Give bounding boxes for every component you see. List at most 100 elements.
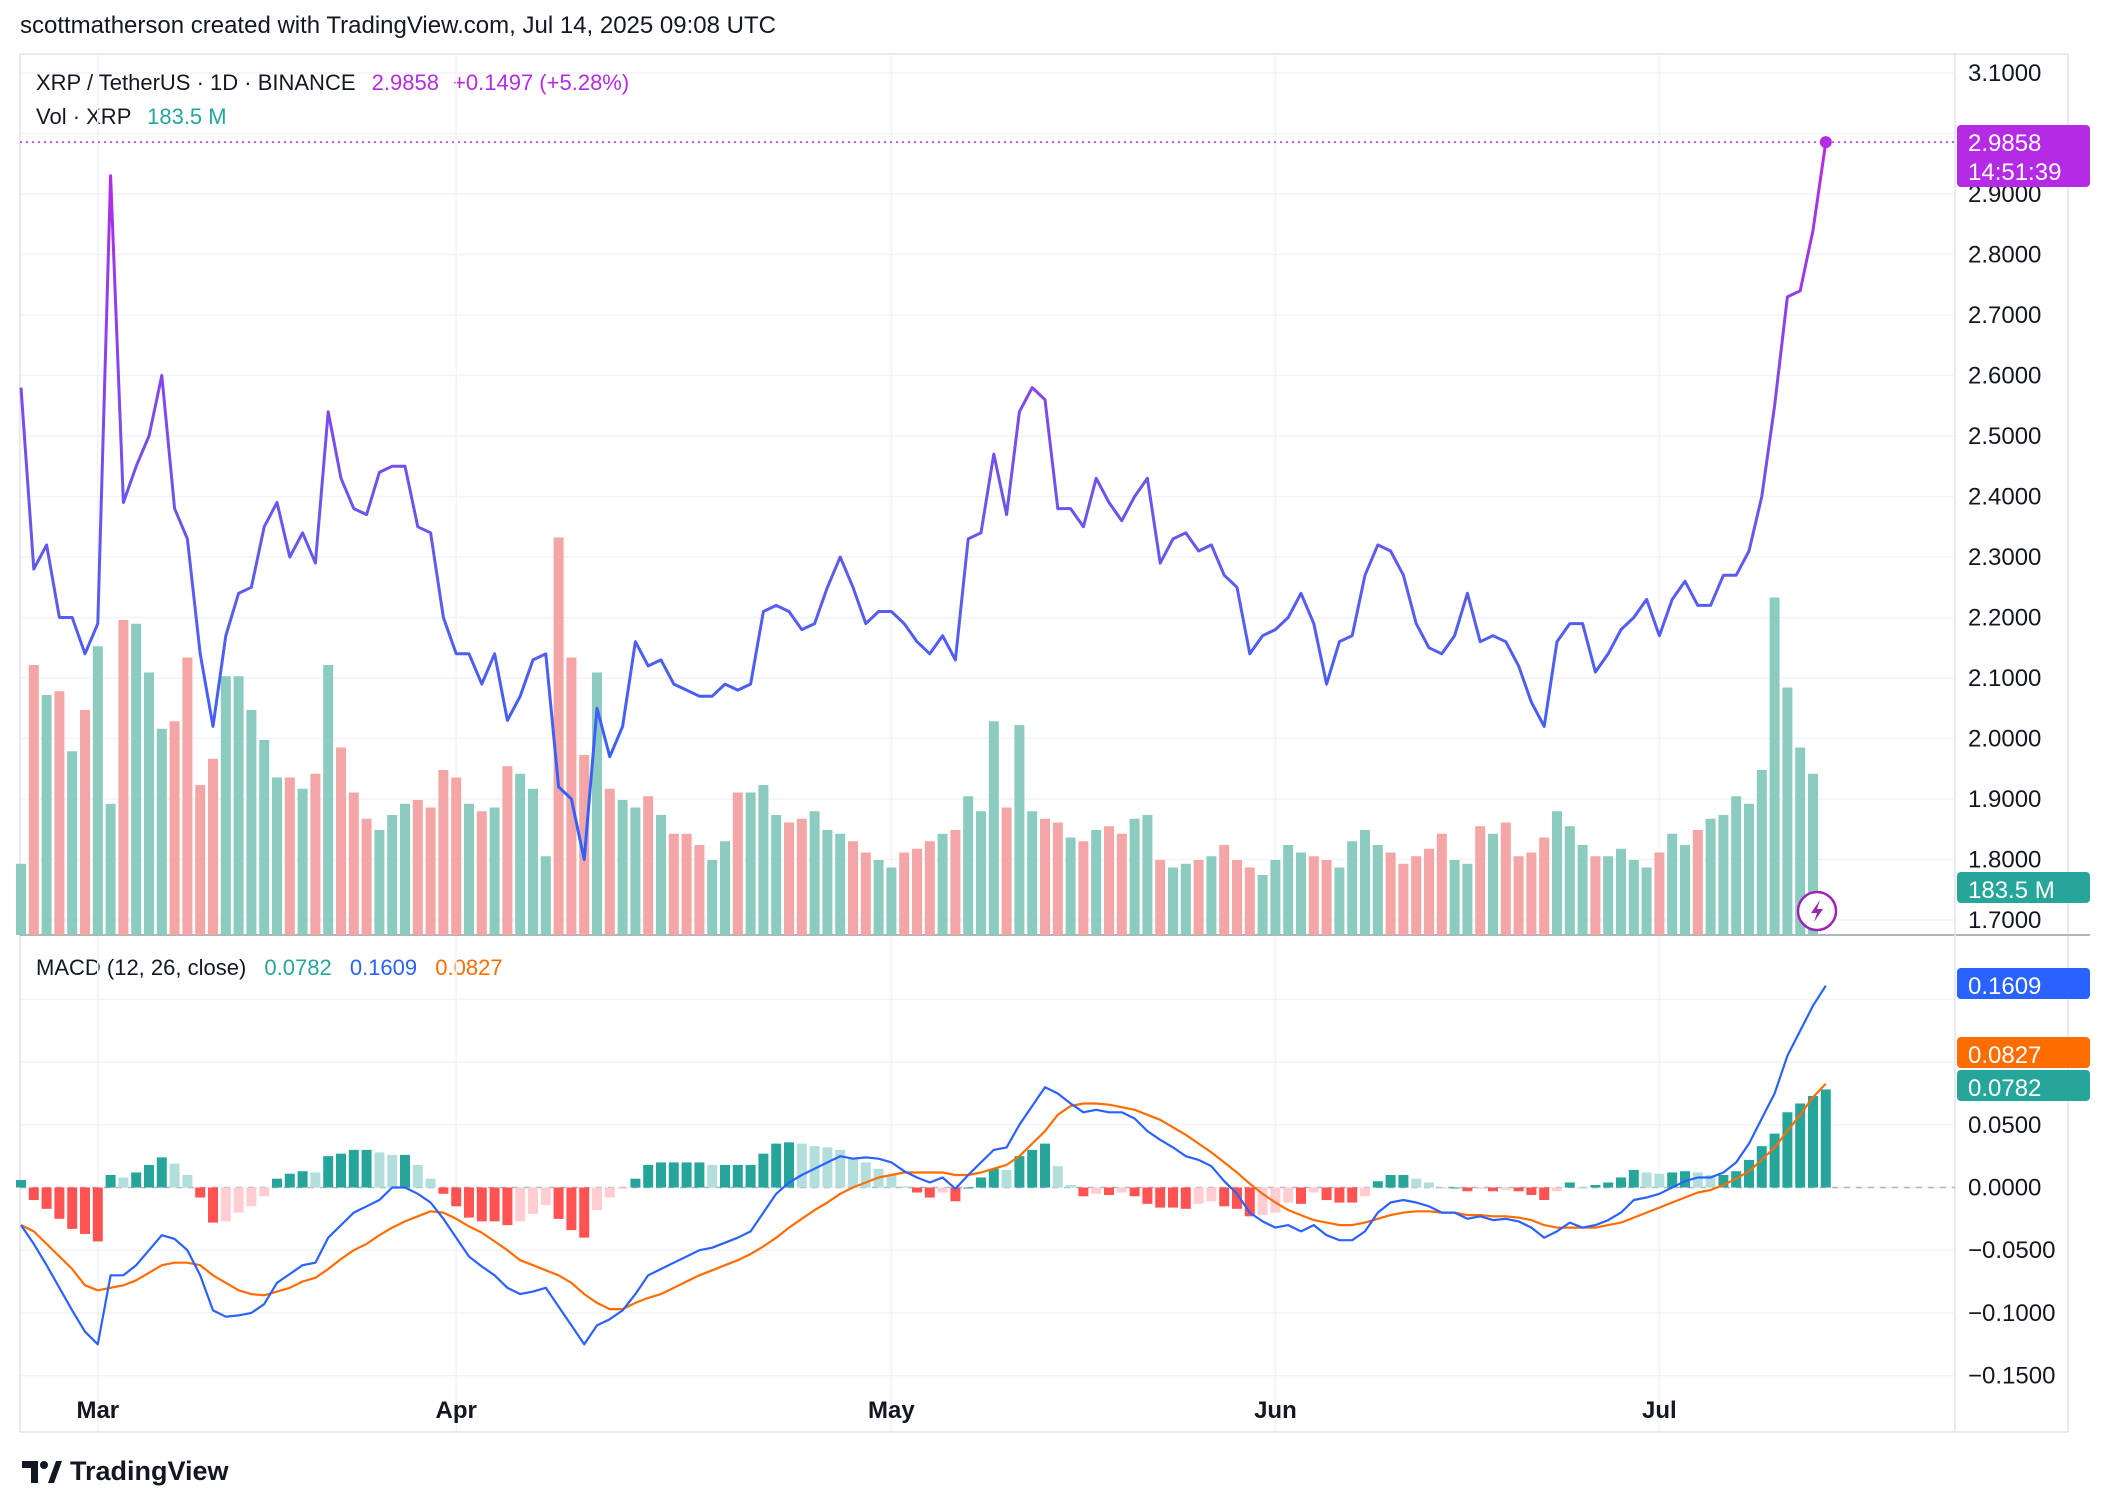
macd-line (20, 985, 1827, 1346)
macd-histogram-bar (41, 1187, 52, 1209)
time-axis-label: Apr (436, 1397, 477, 1424)
macd-axis-label: 0.0500 (1968, 1112, 2041, 1139)
price-axis-label: 2.3000 (1968, 544, 2041, 571)
volume-bar (1142, 815, 1153, 935)
macd-histogram-bar (1014, 1156, 1025, 1188)
volume-bar (976, 811, 986, 935)
price-line (19, 141, 1828, 861)
volume-bar (1270, 860, 1281, 935)
macd-histogram-bar (720, 1164, 730, 1188)
macd-histogram-bar (1360, 1187, 1370, 1197)
macd-histogram-bar (1564, 1182, 1575, 1188)
volume-bar (656, 815, 666, 935)
price-axis-label: 2.1000 (1968, 665, 2041, 692)
volume-legend-value: 183.5 M (147, 104, 227, 129)
macd-histogram-bar (438, 1187, 449, 1194)
volume-bar (105, 803, 116, 935)
grid-lines (20, 54, 1955, 1432)
volume-bar (1654, 852, 1665, 935)
macd-histogram-bar (1283, 1187, 1294, 1203)
volume-title[interactable]: Vol · XRP (36, 104, 131, 129)
macd-legend: MACD (12, 26, close) 0.0782 0.1609 0.082… (36, 955, 503, 981)
volume-bar (681, 833, 692, 935)
macd-histogram-bar (412, 1164, 423, 1188)
macd-histogram-bar (1308, 1187, 1319, 1193)
volume-bar (67, 751, 78, 935)
volume-bar (1129, 818, 1140, 935)
volume-bar (886, 867, 897, 935)
last-price-tag-text: 2.9858 (1968, 130, 2041, 157)
macd-histogram-bar (1628, 1169, 1639, 1188)
macd-histogram-bars (16, 1089, 1955, 1242)
volume-bar (412, 800, 423, 935)
macd-histogram-bar (668, 1162, 679, 1188)
macd-histogram-bar (1257, 1187, 1268, 1216)
macd-legend-histogram: 0.0782 (264, 955, 332, 980)
volume-bar (131, 623, 142, 935)
legend-last-price: 2.9858 (371, 70, 439, 95)
macd-histogram-bar (643, 1164, 654, 1188)
volume-bar (425, 807, 436, 935)
macd-axis-label: −0.1000 (1968, 1300, 2055, 1327)
macd-histogram-bar (1065, 1184, 1076, 1188)
volume-bar (28, 665, 39, 935)
volume-bar (361, 818, 372, 935)
lightning-bolt-icon (1811, 900, 1823, 922)
volume-bar (1795, 747, 1806, 935)
macd-histogram-bar (1641, 1172, 1652, 1188)
volume-bar (1449, 860, 1460, 935)
macd-histogram-bar (425, 1178, 436, 1188)
macd-histogram-bar (950, 1187, 961, 1202)
macd-histogram-bar (208, 1187, 218, 1223)
price-axis-label: 2.5000 (1968, 423, 2041, 450)
volume-bar (1257, 875, 1268, 935)
macd-histogram-bar (1616, 1177, 1626, 1188)
symbol-title[interactable]: XRP / TetherUS · 1D · BINANCE (36, 70, 356, 95)
macd-histogram-bar (310, 1172, 321, 1188)
volume-bar (259, 740, 270, 935)
macd-histogram-bar (899, 1186, 910, 1188)
volume-bar (1091, 830, 1102, 935)
volume-bar (758, 785, 769, 935)
macd-histogram-bar (912, 1187, 922, 1193)
macd-histogram-bar (387, 1154, 398, 1188)
volume-bar (374, 830, 385, 935)
price-axis-label: 2.2000 (1968, 605, 2041, 632)
volume-bar (1552, 811, 1562, 935)
macd-histogram-bar (464, 1187, 474, 1218)
macd-histogram-bar (1526, 1187, 1537, 1196)
volume-bar (1628, 860, 1639, 935)
volume-bar (1590, 856, 1601, 935)
macd-histogram-bar (1296, 1187, 1306, 1204)
volume-bar (1692, 830, 1703, 935)
volume-bar (566, 657, 577, 935)
macd-histogram-bar (822, 1147, 833, 1188)
volume-bar (1641, 867, 1652, 935)
volume-bar (1321, 860, 1332, 935)
macd-histogram-bar (1436, 1187, 1447, 1189)
macd-title[interactable]: MACD (12, 26, close) (36, 955, 247, 980)
volume-bar (1475, 826, 1486, 935)
macd-histogram-bar (988, 1168, 999, 1188)
price-axis-label: 2.7000 (1968, 302, 2041, 329)
macd-histogram-bar (451, 1187, 462, 1207)
macd-histogram-bar (502, 1187, 513, 1226)
volume-bar (284, 777, 295, 935)
tradingview-logo[interactable]: TradingView (22, 1456, 229, 1487)
signal-value-tag (1957, 1037, 2090, 1068)
tradingview-logo-text: TradingView (70, 1456, 229, 1486)
macd-histogram-bar (195, 1187, 206, 1198)
macd-histogram-bar (1500, 1187, 1511, 1191)
volume-bar (963, 796, 974, 935)
volume-bar (1232, 860, 1242, 935)
volume-bar (873, 860, 884, 935)
macd-histogram-bar (1603, 1182, 1614, 1188)
macd-histogram-bar (1513, 1187, 1524, 1192)
macd-histogram-bar (553, 1187, 564, 1219)
macd-histogram-bar (336, 1153, 346, 1188)
volume-bar (720, 841, 730, 935)
macd-axis-label: −0.1500 (1968, 1363, 2055, 1390)
macd-histogram-bar (220, 1187, 231, 1222)
volume-bar (336, 747, 346, 935)
